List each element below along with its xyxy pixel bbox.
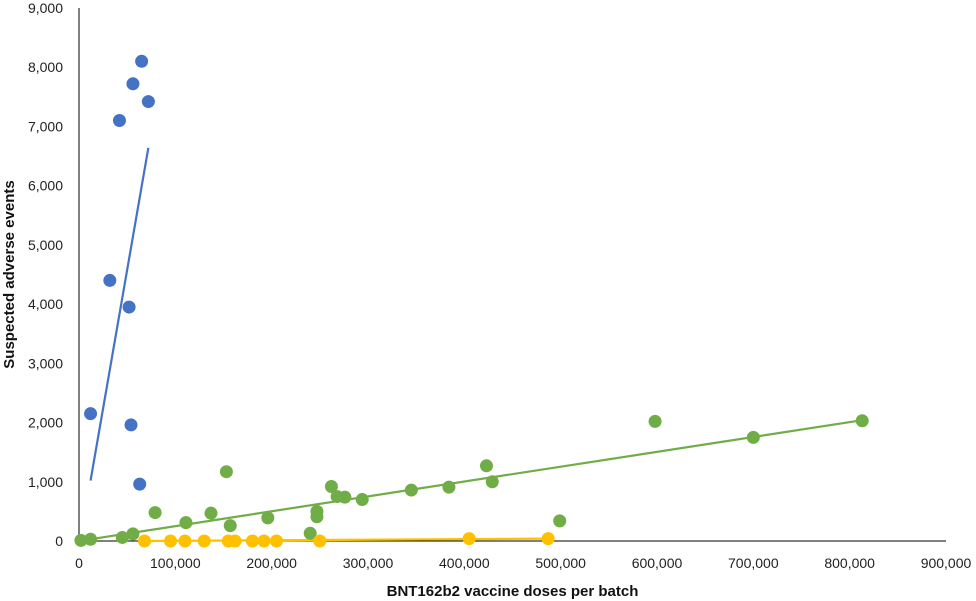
data-point-series-2	[855, 414, 869, 428]
data-point-series-1	[112, 114, 126, 128]
trendlines	[78, 147, 863, 543]
data-point-series-2	[179, 516, 193, 530]
data-point-series-3	[313, 534, 327, 548]
data-point-series-2	[648, 414, 662, 428]
data-points	[74, 54, 869, 548]
x-tick-label: 400,000	[439, 555, 490, 571]
data-point-series-3	[541, 532, 555, 546]
trendline-series-1	[89, 147, 150, 481]
data-point-series-2	[479, 459, 493, 473]
x-tick-label: 700,000	[728, 555, 779, 571]
data-point-series-2	[261, 511, 275, 525]
data-point-series-3	[228, 534, 242, 548]
data-point-series-3	[164, 534, 178, 548]
data-point-series-1	[124, 418, 138, 432]
data-point-series-1	[84, 407, 98, 421]
data-point-series-2	[74, 533, 88, 547]
data-point-series-1	[122, 300, 136, 314]
data-point-series-3	[245, 534, 259, 548]
data-point-series-2	[553, 514, 567, 528]
y-tick-label: 5,000	[28, 237, 63, 253]
data-point-series-3	[197, 534, 211, 548]
y-tick-label: 3,000	[28, 355, 63, 371]
x-tick-label: 800,000	[824, 555, 875, 571]
data-point-series-2	[746, 430, 760, 444]
data-point-series-3	[269, 534, 283, 548]
y-tick-label: 2,000	[28, 415, 63, 431]
data-point-series-3	[462, 532, 476, 546]
data-point-series-3	[257, 534, 271, 548]
data-point-series-2	[324, 480, 338, 494]
data-point-series-1	[141, 95, 155, 109]
y-tick-label: 7,000	[28, 118, 63, 134]
data-point-series-2	[84, 532, 98, 546]
data-point-series-2	[148, 506, 162, 520]
axes	[78, 8, 946, 542]
y-axis-ticks: 0 1,000 2,000 3,000 4,000 5,000 6,000 7,000 8,00…	[28, 0, 63, 549]
data-point-series-2	[303, 526, 317, 540]
data-point-series-2	[126, 527, 140, 541]
x-axis-title: BNT162b2 vaccine doses per batch	[387, 583, 639, 600]
data-point-series-1	[103, 273, 117, 287]
data-point-series-2	[219, 465, 233, 479]
x-tick-label: 900,000	[921, 555, 972, 571]
trendline-series-2	[78, 419, 863, 543]
x-tick-label: 600,000	[632, 555, 683, 571]
y-tick-label: 8,000	[28, 59, 63, 75]
y-axis-title: Suspected adverse events	[1, 180, 18, 368]
data-point-series-2	[310, 504, 324, 518]
data-point-series-1	[126, 77, 140, 91]
x-tick-label: 200,000	[246, 555, 297, 571]
x-tick-label: 300,000	[343, 555, 394, 571]
y-tick-label: 9,000	[28, 0, 63, 16]
data-point-series-2	[223, 519, 237, 533]
data-point-series-1	[133, 477, 147, 491]
data-point-series-2	[404, 483, 418, 497]
data-point-series-2	[355, 493, 369, 507]
data-point-series-2	[115, 530, 129, 544]
y-tick-label: 0	[55, 533, 63, 549]
x-axis-ticks: 0 100,000 200,000 300,000 400,000 500,000 600,…	[75, 555, 971, 571]
data-point-series-3	[138, 534, 152, 548]
x-tick-label: 500,000	[535, 555, 586, 571]
data-point-series-2	[485, 475, 499, 489]
data-point-series-2	[442, 480, 456, 494]
data-point-series-3	[178, 534, 192, 548]
data-point-series-2	[204, 506, 218, 520]
y-tick-label: 4,000	[28, 296, 63, 312]
y-tick-label: 6,000	[28, 178, 63, 194]
x-tick-label: 100,000	[150, 555, 201, 571]
data-point-series-1	[135, 54, 149, 68]
y-tick-label: 1,000	[28, 474, 63, 490]
trendline-series-3	[144, 537, 549, 543]
x-tick-label: 0	[75, 555, 83, 571]
data-point-series-2	[338, 490, 352, 504]
